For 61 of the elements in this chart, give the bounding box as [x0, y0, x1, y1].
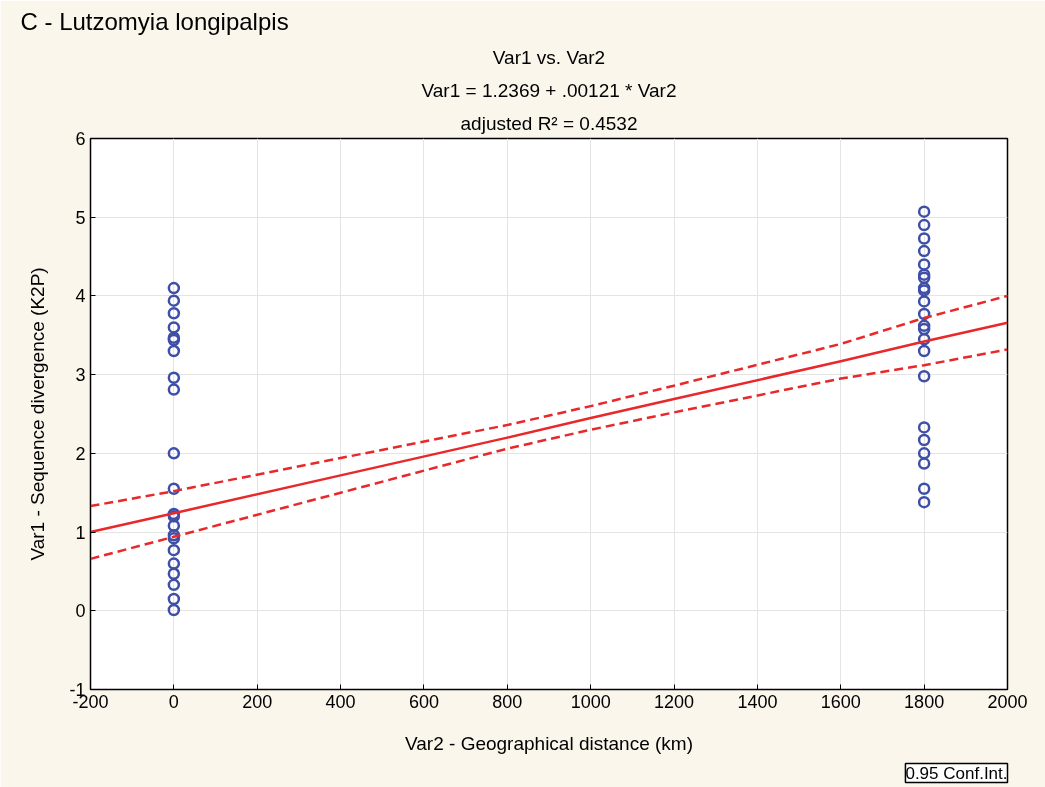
- point: [917, 447, 931, 460]
- x-tick-label: 2000: [987, 691, 1028, 712]
- x-tick-label: 1600: [820, 691, 861, 712]
- point: [917, 295, 931, 308]
- x-tick-label: 0: [168, 691, 179, 712]
- x-tick-label: 1800: [904, 691, 945, 712]
- point: [917, 268, 931, 281]
- point: [167, 281, 181, 295]
- line-series: [90, 348, 1008, 561]
- point: [167, 578, 181, 592]
- x-tick-label: 800: [492, 691, 523, 712]
- point: [167, 592, 181, 606]
- point: [917, 482, 931, 496]
- chart-subtitle: Var1 vs. Var2: [492, 46, 606, 68]
- point: [917, 421, 931, 434]
- text: 0.95 Conf.Int.: [905, 763, 1008, 783]
- x-tick-label: 400: [325, 691, 356, 712]
- x-axis-title: Var2 - Geographical distance (km): [405, 732, 693, 754]
- point: [167, 557, 181, 570]
- point: [917, 271, 931, 285]
- point: [917, 457, 931, 470]
- point: [167, 519, 181, 533]
- y-tick-label: 6: [75, 129, 86, 149]
- y-tick-label: 4: [75, 286, 86, 307]
- chart-title: C - Lutzomyia longipalpis: [20, 7, 289, 35]
- x-tick-label: 1000: [570, 691, 611, 712]
- point: [167, 543, 181, 557]
- point: [917, 344, 931, 358]
- point: [917, 258, 931, 271]
- point: [167, 344, 181, 358]
- x-tick-label: 1400: [737, 691, 778, 712]
- point: [167, 482, 181, 496]
- point: [167, 532, 181, 545]
- point: [167, 294, 181, 307]
- point: [167, 567, 181, 581]
- point: [167, 383, 181, 396]
- x-tick-label: 200: [242, 691, 273, 712]
- x-tick-label: 1200: [654, 691, 695, 712]
- y-tick-label: 1: [75, 522, 86, 543]
- y-tick-label: 0: [75, 601, 86, 622]
- point: [917, 495, 931, 509]
- point: [167, 603, 181, 617]
- text: adjusted R² = 0.4532: [460, 112, 638, 134]
- y-tick-label: 2: [75, 443, 86, 464]
- y-axis-title: Var1 - Sequence divergence (K2P): [27, 267, 49, 561]
- x-tick-label: 600: [408, 691, 439, 712]
- point: [917, 218, 931, 232]
- y-tick-label: 3: [75, 365, 86, 386]
- point: [917, 244, 931, 258]
- point: [917, 205, 931, 218]
- point: [167, 307, 181, 320]
- point: [167, 447, 181, 460]
- point: [917, 369, 931, 383]
- point: [167, 371, 181, 385]
- line-series: [90, 294, 1008, 508]
- line-series: [90, 321, 1008, 534]
- y-tick-label: 5: [75, 207, 86, 228]
- point: [917, 433, 931, 447]
- point: [917, 232, 931, 245]
- text: Var1 = 1.2369 + .00121 * Var2: [421, 79, 677, 101]
- point: [167, 321, 181, 334]
